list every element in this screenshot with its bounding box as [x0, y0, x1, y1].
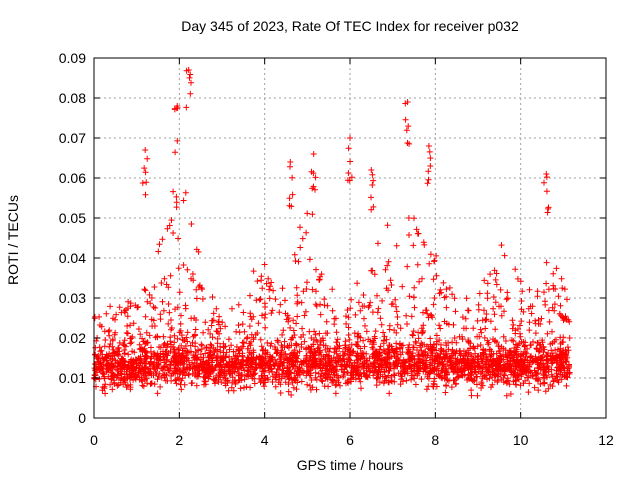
x-tick-labels: 0 2 4 6 8 10 12 [90, 432, 614, 448]
x-tick-label: 10 [513, 432, 529, 448]
data-series [91, 67, 573, 399]
y-tick-labels: 0 0.01 0.02 0.03 0.04 0.05 0.06 0.07 0.08 0.09 [59, 50, 86, 426]
x-tick-label: 6 [346, 432, 354, 448]
x-tick-label: 2 [175, 432, 183, 448]
x-axis-label: GPS time / hours [296, 457, 404, 473]
y-tick-label: 0.02 [59, 330, 86, 346]
y-tick-label: 0.05 [59, 210, 86, 226]
x-tick-label: 4 [261, 432, 269, 448]
y-tick-label: 0 [78, 410, 86, 426]
y-tick-label: 0.03 [59, 290, 86, 306]
x-tick-label: 12 [598, 432, 614, 448]
y-tick-label: 0.07 [59, 130, 86, 146]
chart-title: Day 345 of 2023, Rate Of TEC Index for r… [181, 18, 519, 34]
x-tick-label: 8 [431, 432, 439, 448]
y-axis-label: ROTI / TECUs [5, 195, 21, 285]
y-tick-label: 0.08 [59, 90, 86, 106]
roti-markers [91, 67, 573, 399]
x-tick-label: 0 [90, 432, 98, 448]
y-tick-label: 0.01 [59, 370, 86, 386]
y-tick-label: 0.04 [59, 250, 86, 266]
y-tick-label: 0.06 [59, 170, 86, 186]
y-tick-label: 0.09 [59, 50, 86, 66]
axis-ticks [93, 57, 607, 419]
